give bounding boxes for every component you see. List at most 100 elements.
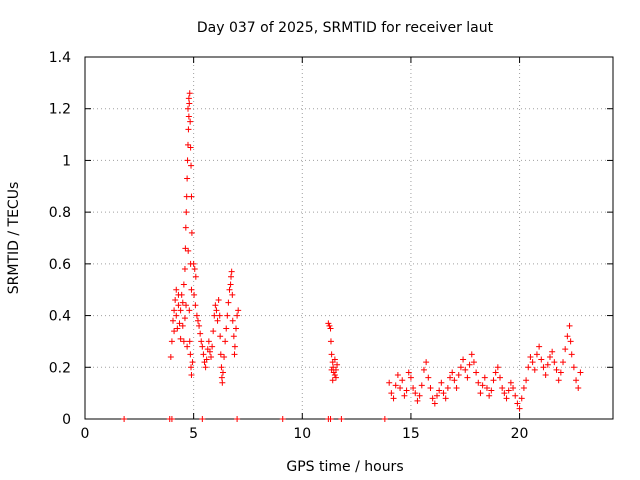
data-point — [536, 343, 543, 350]
data-point — [412, 390, 419, 397]
data-point — [214, 317, 221, 324]
data-point — [420, 366, 427, 373]
data-point — [205, 338, 212, 345]
data-point — [188, 372, 195, 379]
data-point — [185, 113, 192, 120]
data-point — [187, 144, 194, 151]
x-tick-label: 15 — [402, 426, 420, 442]
data-point — [544, 361, 551, 368]
data-point — [187, 351, 194, 358]
data-point — [185, 126, 192, 133]
data-point — [121, 416, 128, 422]
data-point — [399, 377, 406, 384]
data-point — [183, 209, 190, 216]
data-point — [217, 351, 224, 358]
data-point — [188, 229, 195, 236]
data-point — [507, 379, 514, 386]
data-point — [192, 273, 199, 280]
data-point — [231, 343, 238, 350]
data-point — [567, 338, 574, 345]
data-point — [234, 416, 241, 422]
data-point — [228, 273, 235, 280]
data-point — [516, 405, 523, 412]
data-point — [181, 315, 188, 322]
data-point — [226, 286, 233, 293]
data-point — [564, 333, 571, 340]
data-point — [188, 162, 195, 169]
data-point — [177, 335, 184, 342]
data-point — [529, 359, 536, 366]
y-axis-label: SRMTID / TECUs — [6, 182, 22, 295]
data-point — [562, 346, 569, 353]
data-point — [331, 356, 338, 363]
data-point — [176, 320, 183, 327]
data-point — [429, 395, 436, 402]
data-point — [431, 400, 438, 407]
data-point — [171, 328, 178, 335]
data-point — [175, 302, 182, 309]
data-point — [184, 175, 191, 182]
data-point — [173, 286, 180, 293]
data-point — [407, 374, 414, 381]
data-point — [177, 307, 184, 314]
data-point — [388, 390, 395, 397]
data-point — [481, 374, 488, 381]
data-point — [209, 343, 216, 350]
data-point — [222, 338, 229, 345]
data-point — [473, 369, 480, 376]
data-point — [186, 307, 193, 314]
data-point — [390, 395, 397, 402]
data-point — [191, 266, 198, 273]
data-point — [199, 416, 206, 422]
data-point — [175, 291, 182, 298]
data-point — [573, 377, 580, 384]
data-point — [198, 338, 205, 345]
data-point — [505, 387, 512, 394]
data-point — [501, 390, 508, 397]
data-point — [488, 387, 495, 394]
data-point — [194, 317, 201, 324]
data-point — [332, 374, 339, 381]
data-point — [416, 392, 423, 399]
data-point — [206, 348, 213, 355]
data-point — [184, 141, 191, 148]
data-point — [338, 416, 345, 422]
data-point — [414, 397, 421, 404]
data-series-srmtid — [121, 90, 584, 422]
data-point — [184, 105, 191, 112]
data-point — [233, 325, 240, 332]
data-point — [186, 90, 193, 97]
data-point — [436, 387, 443, 394]
data-point — [192, 302, 199, 309]
data-point — [218, 364, 225, 371]
data-point — [538, 356, 545, 363]
data-point — [457, 364, 464, 371]
data-point — [328, 366, 335, 373]
data-point — [447, 374, 454, 381]
data-point — [577, 369, 584, 376]
y-tick-label: 0.6 — [49, 257, 71, 273]
data-point — [188, 193, 195, 200]
data-point — [549, 348, 556, 355]
data-point — [231, 351, 238, 358]
data-point — [208, 353, 215, 360]
data-point — [180, 338, 187, 345]
data-point — [531, 366, 538, 373]
data-point — [442, 395, 449, 402]
data-point — [180, 281, 187, 288]
data-point — [494, 364, 501, 371]
data-point — [334, 361, 341, 368]
data-point — [168, 338, 175, 345]
data-point — [394, 372, 401, 379]
data-point — [510, 384, 517, 391]
x-tick-label: 10 — [293, 426, 311, 442]
data-point — [503, 395, 510, 402]
data-point — [199, 343, 206, 350]
data-point — [185, 247, 192, 254]
data-point — [203, 356, 210, 363]
data-point — [470, 359, 477, 366]
data-point — [186, 100, 193, 107]
data-point — [327, 416, 334, 422]
axis-ticks: 0 5 10 15 20 0 0.2 0.4 0.6 0.8 1 1.2 1.4 — [49, 50, 613, 442]
data-point — [512, 392, 519, 399]
